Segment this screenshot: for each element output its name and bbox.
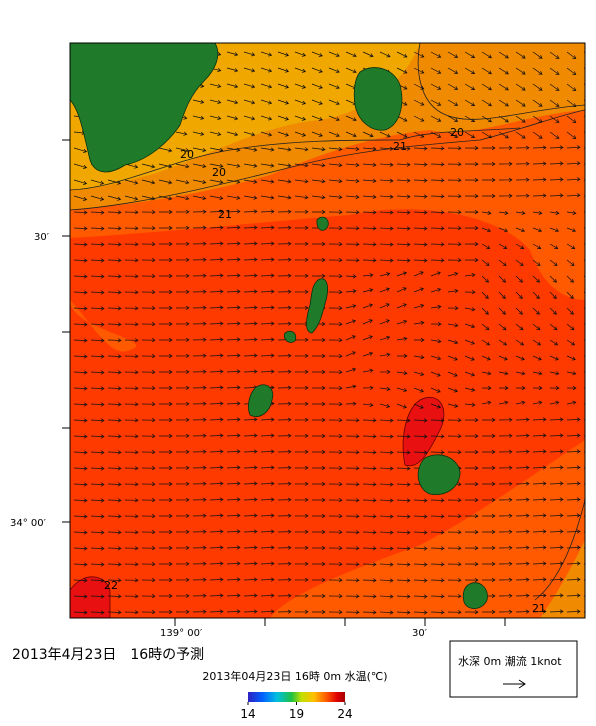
ticks (62, 139, 506, 626)
island (316, 216, 329, 231)
izu-peninsula (70, 43, 219, 173)
title: 2013年4月23日 16時の予測 (12, 647, 204, 663)
map-frame (69, 42, 586, 619)
subtitle: 2013年04月23日 16時 0m 水温(℃) (202, 669, 387, 683)
colorbar-ticks: 14 19 24 (240, 702, 353, 721)
island (247, 384, 274, 417)
island (306, 278, 328, 334)
colorbar-tick-label: 14 (240, 707, 255, 721)
island (462, 582, 488, 609)
lat-label: 34° 00′ (10, 518, 47, 529)
sea-zone-orange (270, 440, 585, 618)
contour-label: 21 (532, 602, 546, 615)
island (283, 330, 297, 343)
colorbar (248, 692, 345, 702)
contour-label: 20 (180, 148, 194, 161)
contours (70, 43, 585, 601)
lat-label: 30′ (34, 232, 50, 243)
lon-label: 30′ (412, 628, 428, 639)
contour-label: 22 (104, 579, 118, 592)
legend-box (449, 640, 578, 698)
colorbar-tick-label: 19 (289, 707, 304, 721)
contour-label: 21 (393, 140, 407, 153)
legend-arrow (503, 679, 526, 689)
island (417, 454, 461, 495)
sea-zone-orange-light (540, 540, 585, 618)
warm-patch (402, 397, 445, 467)
island (353, 67, 403, 131)
contour-label: 20 (212, 166, 226, 179)
contour-label: 20 (450, 126, 464, 139)
contour-labels: 20 20 21 20 21 22 21 (104, 126, 546, 615)
map-area: 20 20 21 20 21 22 21 (70, 43, 585, 618)
warm-patch (70, 576, 111, 618)
legend-text: 水深 0m 潮流 1knot (458, 654, 562, 668)
sea-zone-orange (70, 300, 137, 352)
contour-label: 21 (218, 208, 232, 221)
land (70, 43, 488, 609)
colorbar-tick-label: 24 (337, 707, 352, 721)
lon-label: 139° 00′ (160, 628, 203, 639)
